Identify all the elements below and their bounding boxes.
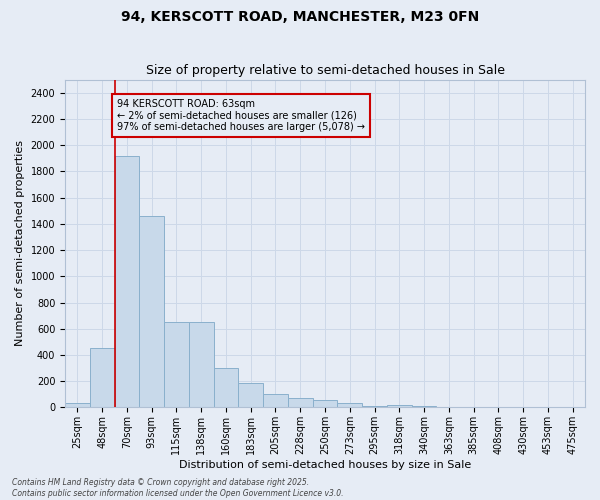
Bar [139,216,164,408]
Bar [65,404,90,407]
Bar [387,405,412,407]
Title: Size of property relative to semi-detached houses in Sale: Size of property relative to semi-detach… [146,64,505,77]
Bar [115,156,139,408]
Text: Contains HM Land Registry data © Crown copyright and database right 2025.
Contai: Contains HM Land Registry data © Crown c… [12,478,343,498]
Bar [412,406,436,407]
Bar [164,322,189,408]
Bar [238,382,263,407]
Bar [288,398,313,407]
Bar [263,394,288,407]
Y-axis label: Number of semi-detached properties: Number of semi-detached properties [15,140,25,346]
X-axis label: Distribution of semi-detached houses by size in Sale: Distribution of semi-detached houses by … [179,460,471,470]
Bar [461,407,486,408]
Text: 94, KERSCOTT ROAD, MANCHESTER, M23 0FN: 94, KERSCOTT ROAD, MANCHESTER, M23 0FN [121,10,479,24]
Bar [90,348,115,408]
Bar [337,403,362,407]
Bar [214,368,238,408]
Bar [362,406,387,407]
Bar [436,407,461,408]
Bar [189,322,214,408]
Text: 94 KERSCOTT ROAD: 63sqm
← 2% of semi-detached houses are smaller (126)
97% of se: 94 KERSCOTT ROAD: 63sqm ← 2% of semi-det… [117,99,365,132]
Bar [313,400,337,407]
